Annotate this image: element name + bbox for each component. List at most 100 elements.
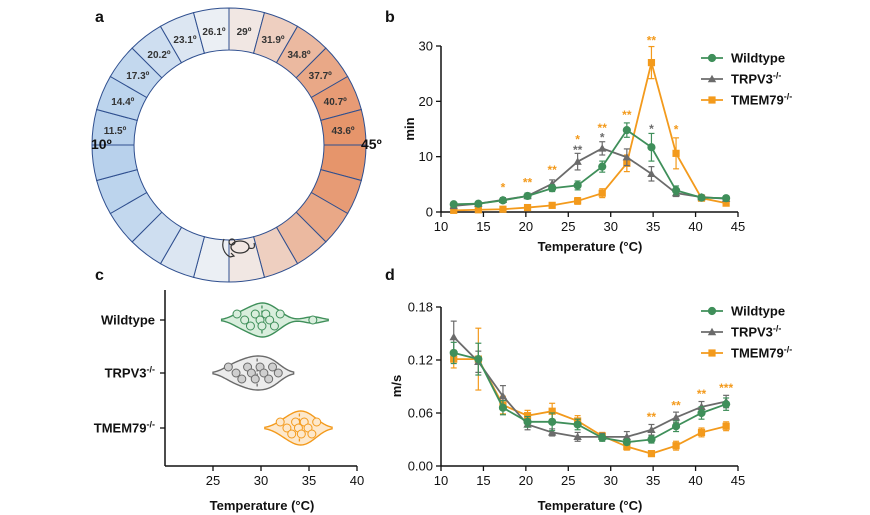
data-point-tmem79 <box>474 206 482 214</box>
data-point-trpv3 <box>573 432 582 441</box>
series-line-trpv3 <box>453 336 727 438</box>
data-point-wildtype <box>548 184 557 193</box>
ring-temp-label: 31.9º <box>261 35 284 46</box>
ring-temp-label: 43.6º <box>331 126 354 137</box>
data-point-wildtype <box>240 315 250 325</box>
data-point-wildtype <box>275 309 285 319</box>
ring-temp-label: 26.1º <box>202 27 225 38</box>
significance-marker: * <box>674 122 679 136</box>
data-point-wildtype <box>523 417 532 426</box>
legend-superscript: -/- <box>784 92 793 102</box>
data-point-tmem79 <box>574 197 582 205</box>
significance-marker: ** <box>647 410 657 424</box>
significance-marker: ** <box>598 121 608 135</box>
legend-text: TRPV3 <box>731 325 773 340</box>
data-point-tmem79 <box>722 199 730 207</box>
ring-left-end-label: 10º <box>91 136 112 152</box>
data-point-wildtype <box>622 126 631 135</box>
data-point-wildtype <box>647 435 656 444</box>
ring-temp-label: 40.7º <box>324 97 347 108</box>
data-point-trpv3 <box>573 157 582 165</box>
category-label-trpv3: TRPV3-/- <box>105 365 155 381</box>
ring-temp-label: 37.7º <box>309 71 332 82</box>
data-point-wildtype <box>671 422 681 431</box>
x-tick-label: 30 <box>254 473 268 488</box>
data-point-tmem79 <box>312 417 322 427</box>
significance-marker: ** <box>697 387 707 401</box>
data-point-tmem79 <box>647 59 656 67</box>
chart-d-x-label: Temperature (°C) <box>538 498 643 513</box>
ring-temp-label: 23.1º <box>173 35 196 46</box>
data-point-wildtype <box>449 348 458 358</box>
panel-c-label: c <box>95 267 104 284</box>
legend-label-trpv3: TRPV3-/- <box>731 71 781 87</box>
data-point-trpv3 <box>449 332 458 341</box>
y-tick-label: 0.12 <box>408 353 433 368</box>
data-point-tmem79 <box>450 206 458 214</box>
significance-marker: * <box>600 131 605 145</box>
panel-b-label: b <box>385 9 395 26</box>
data-point-wildtype <box>548 417 557 426</box>
x-tick-label: 25 <box>561 473 575 488</box>
category-label-wildtype: Wildtype <box>101 313 155 328</box>
panel-a-label: a <box>95 9 104 26</box>
y-tick-label: 0.06 <box>408 406 433 421</box>
legend-text: TMEM79 <box>731 93 784 108</box>
data-point-tmem79 <box>548 201 556 209</box>
category-superscript: -/- <box>147 365 156 375</box>
mouse-icon <box>222 238 256 258</box>
y-tick-label: 0 <box>426 205 433 220</box>
significance-marker: * <box>649 122 654 136</box>
ring-temp-label: 20.2º <box>147 50 170 61</box>
data-point-tmem79 <box>647 450 656 458</box>
data-point-wildtype <box>257 321 267 331</box>
legend-text: TMEM79 <box>731 346 784 361</box>
data-point-wildtype <box>308 315 318 325</box>
data-point-trpv3 <box>231 368 241 378</box>
x-tick-label: 40 <box>688 473 702 488</box>
x-tick-label: 35 <box>302 473 316 488</box>
data-point-tmem79 <box>275 417 285 427</box>
x-tick-label: 25 <box>206 473 220 488</box>
significance-marker: * <box>501 181 506 195</box>
significance-marker: ** <box>547 163 557 177</box>
legend-superscript: -/- <box>773 71 782 81</box>
x-tick-label: 20 <box>519 473 533 488</box>
significance-marker: ** <box>647 33 657 47</box>
legend-label-tmem79: TMEM79-/- <box>731 345 792 361</box>
series-tmem79 <box>450 327 730 458</box>
series-line-wildtype <box>453 352 727 444</box>
data-point-trpv3 <box>622 432 632 441</box>
series-trpv3 <box>449 320 731 443</box>
legend-marker-trpv3 <box>707 74 717 83</box>
data-point-tmem79 <box>523 203 532 212</box>
data-point-trpv3 <box>622 153 632 161</box>
data-point-wildtype <box>498 196 508 205</box>
data-point-trpv3 <box>264 374 274 384</box>
data-point-wildtype <box>722 194 731 203</box>
data-point-trpv3 <box>268 362 278 372</box>
data-point-wildtype <box>573 420 582 429</box>
data-point-trpv3 <box>647 425 656 433</box>
chart-d-y-label: m/s <box>389 375 404 397</box>
x-tick-label: 35 <box>646 473 660 488</box>
data-point-trpv3 <box>259 368 269 378</box>
data-point-tmem79 <box>523 412 532 420</box>
category-superscript: -/- <box>147 420 156 430</box>
data-point-wildtype <box>697 408 706 418</box>
data-point-wildtype <box>523 191 532 201</box>
x-tick-label: 25 <box>561 219 575 234</box>
x-tick-label: 30 <box>603 219 617 234</box>
data-point-wildtype <box>250 309 260 319</box>
significance-marker: ** <box>573 143 583 157</box>
data-point-wildtype <box>598 433 607 442</box>
ring-temp-label: 17.3º <box>126 71 149 82</box>
significance-marker: *** <box>719 381 733 395</box>
chart-b-x-label: Temperature (°C) <box>538 239 643 254</box>
data-point-wildtype <box>474 355 483 364</box>
ring-right-end-label: 45º <box>361 136 382 152</box>
data-point-trpv3 <box>498 392 508 400</box>
